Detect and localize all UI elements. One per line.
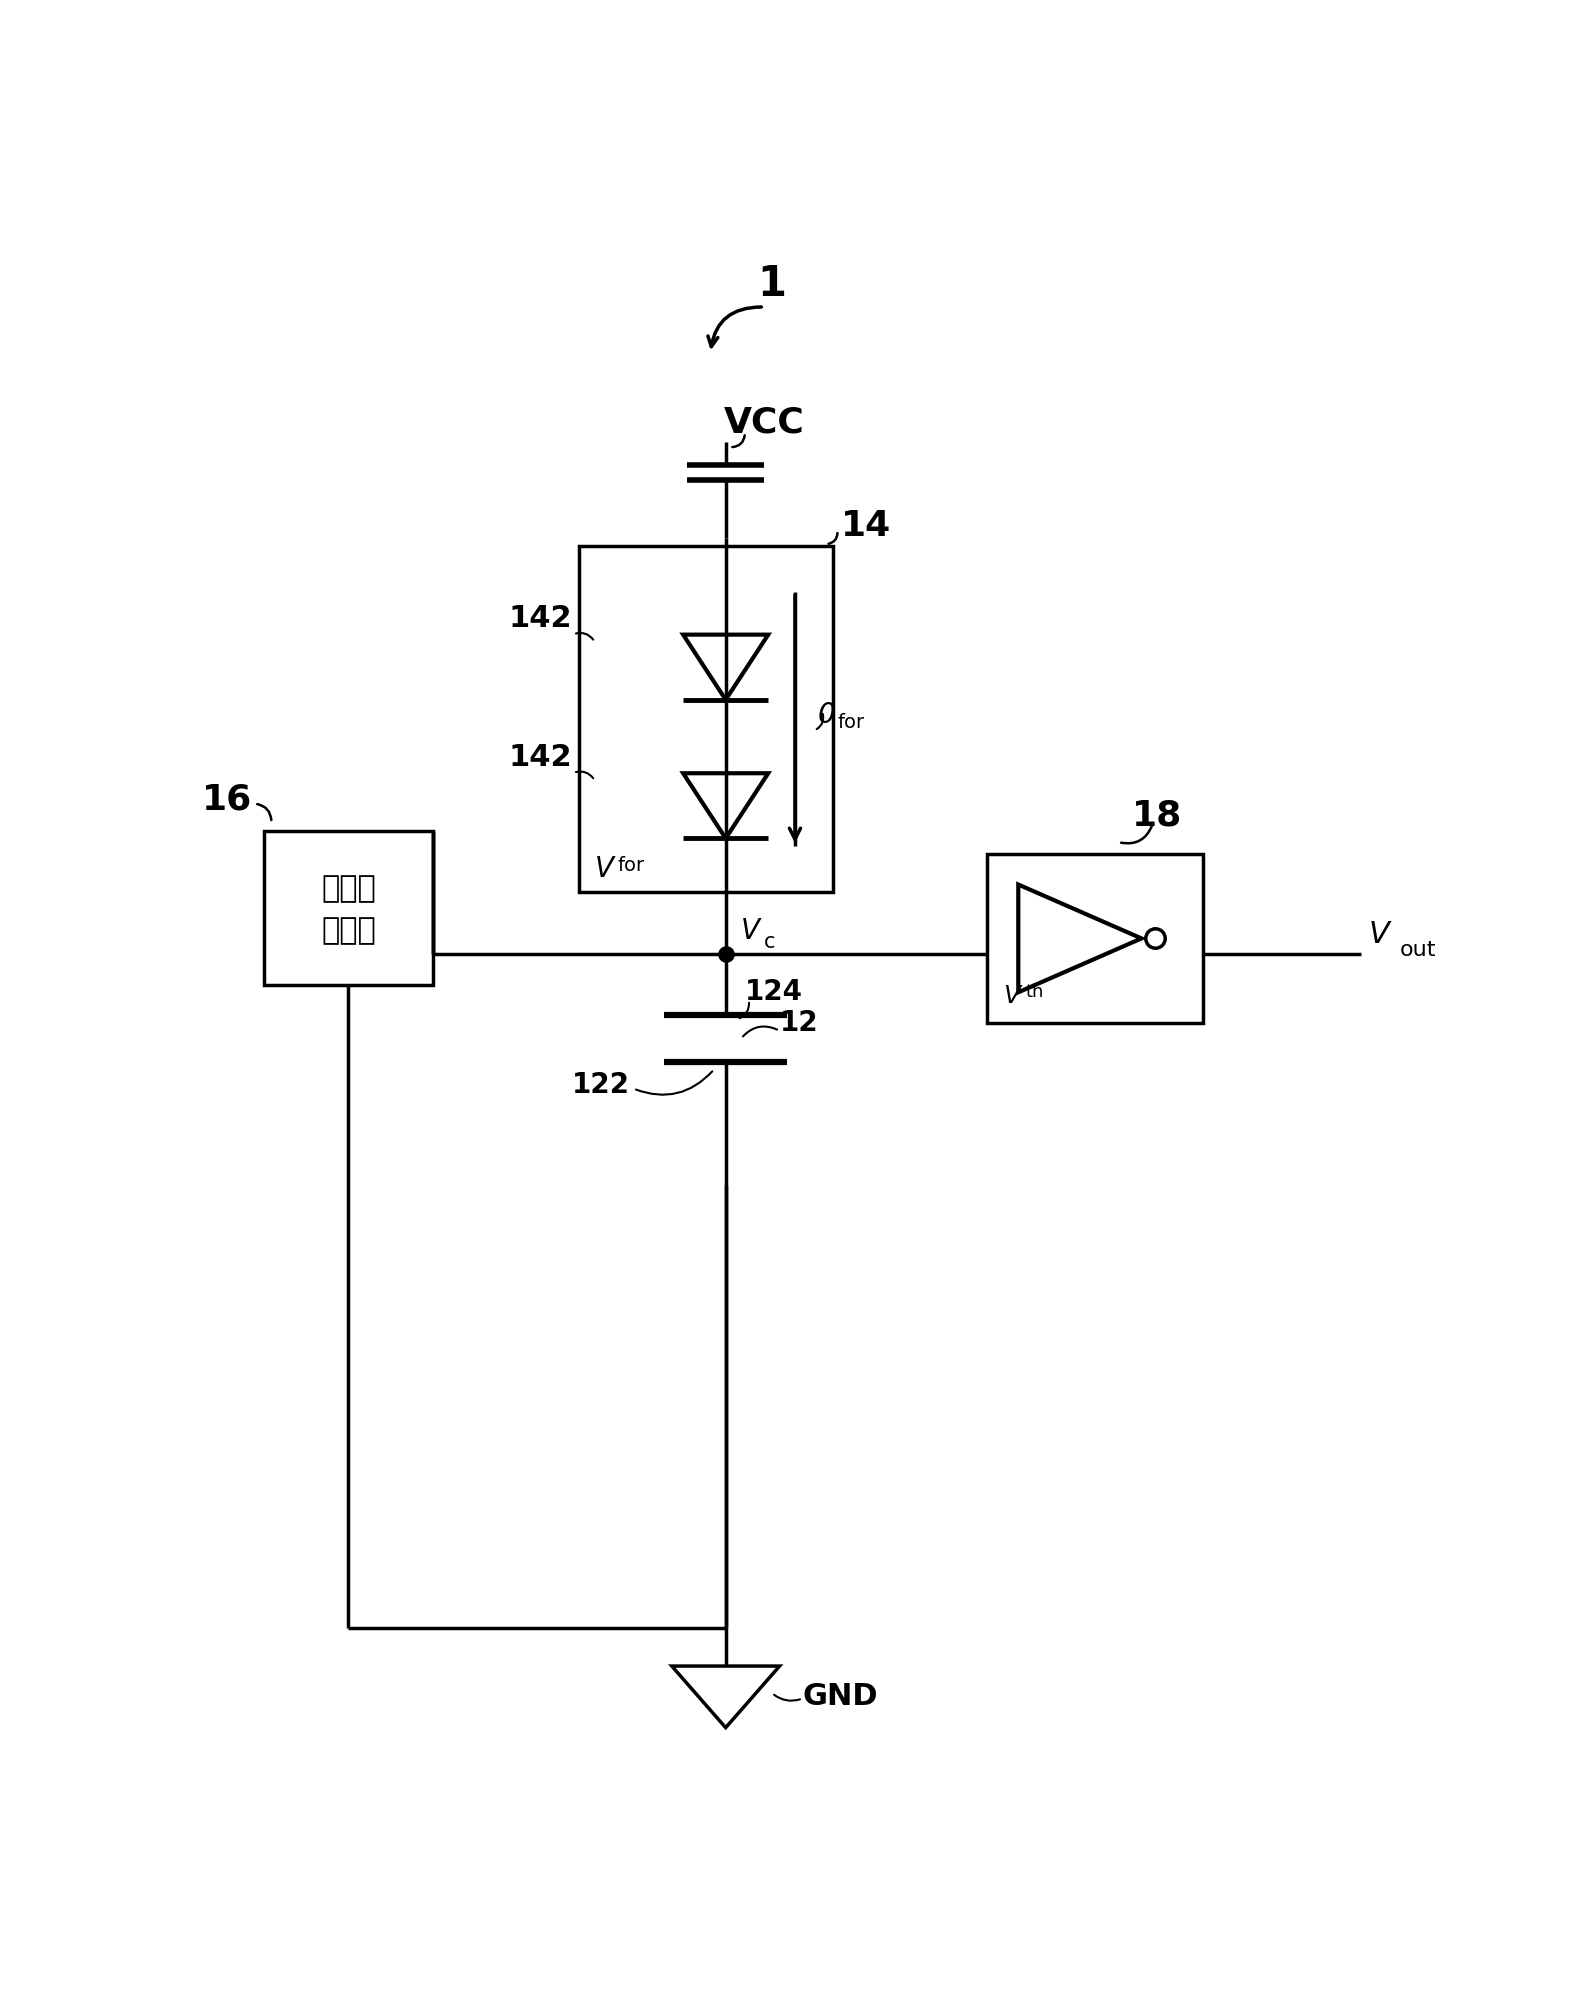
Text: for: for [837, 713, 864, 733]
Text: 16: 16 [201, 783, 252, 817]
Text: VCC: VCC [724, 405, 805, 439]
Text: 124: 124 [745, 978, 804, 1006]
Text: for: for [618, 856, 645, 876]
Text: 122: 122 [572, 1071, 629, 1099]
Text: th: th [1025, 982, 1045, 1000]
Text: V: V [1003, 984, 1021, 1009]
Text: 阻元件: 阻元件 [322, 916, 376, 946]
Text: V: V [742, 916, 761, 944]
Text: V: V [1368, 920, 1390, 948]
Text: 预设电: 预设电 [322, 874, 376, 904]
Text: 12: 12 [780, 1009, 818, 1037]
Bar [987, 854, 1203, 1023]
Text: 142: 142 [509, 604, 572, 634]
Text: 1: 1 [758, 264, 786, 304]
Text: out: out [1400, 940, 1436, 960]
Text: c: c [764, 932, 775, 952]
Text: 0: 0 [818, 701, 835, 729]
Text: GND: GND [802, 1683, 878, 1711]
Text: 142: 142 [509, 743, 572, 771]
Text: 18: 18 [1132, 799, 1182, 831]
Bar [263, 831, 433, 984]
Text: 14: 14 [842, 509, 891, 544]
Bar [580, 546, 834, 892]
Text: V: V [594, 856, 613, 884]
